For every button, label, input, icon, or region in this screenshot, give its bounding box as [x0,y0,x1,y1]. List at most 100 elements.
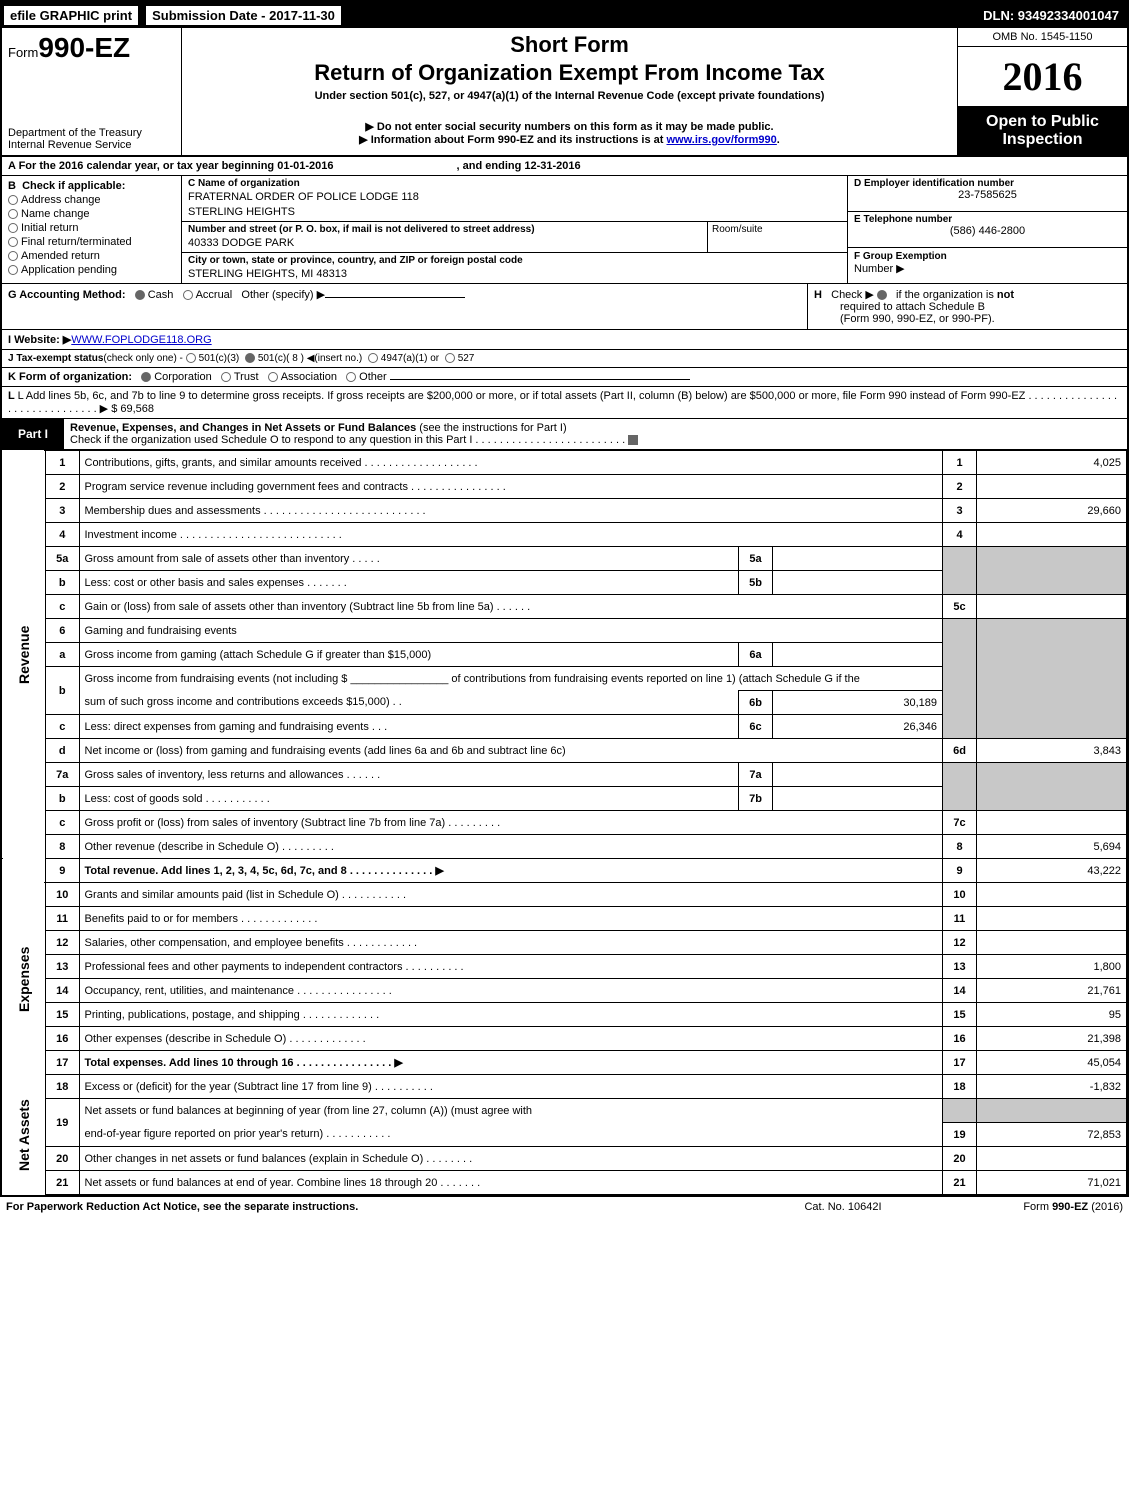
ln-15: 15 [45,1003,79,1027]
side-netassets: Net Assets [2,1075,45,1195]
sl-5b: 5b [739,571,773,595]
amt-4 [977,523,1127,547]
gray-6a [977,619,1127,739]
cb-cash[interactable] [135,290,145,300]
cb-accrual[interactable] [183,290,193,300]
form-no: 990-EZ [38,32,130,63]
ln-6d: d [45,739,79,763]
tax-year: 2016 [958,47,1127,107]
form-prefix: Form [8,45,38,60]
k-corp: Corporation [154,371,211,383]
dept-irs: Internal Revenue Service [8,139,175,151]
cb-amended-return[interactable]: Amended return [8,250,175,262]
desc-3: Membership dues and assessments . . . . … [79,499,943,523]
c-name-2: STERLING HEIGHTS [182,206,847,221]
amt-13: 1,800 [977,955,1127,979]
sl-6a: 6a [739,643,773,667]
cb-initial-return[interactable]: Initial return [8,222,175,234]
sl-5a: 5a [739,547,773,571]
desc-18: Excess or (deficit) for the year (Subtra… [79,1075,943,1099]
amt-9: 43,222 [977,859,1127,883]
cb-h[interactable] [877,290,887,300]
nl-10: 10 [943,883,977,907]
ln-14: 14 [45,979,79,1003]
cb-name-change-label: Name change [21,208,90,220]
ln-8: 8 [45,835,79,859]
desc-12: Salaries, other compensation, and employ… [79,931,943,955]
footer-r-b: 990-EZ [1052,1201,1088,1213]
desc-10: Grants and similar amounts paid (list in… [79,883,943,907]
desc-7c: Gross profit or (loss) from sales of inv… [79,811,943,835]
i-label: I Website: ▶ [8,334,71,346]
j-o2: 501(c)( 8 ) ◀(insert no.) [258,353,362,364]
cb-501c[interactable] [245,353,255,363]
desc-7a: Gross sales of inventory, less returns a… [79,763,739,787]
amt-20 [977,1147,1127,1171]
desc-5b: Less: cost or other basis and sales expe… [79,571,739,595]
ln-9: 9 [45,859,79,883]
cb-name-change[interactable]: Name change [8,208,175,220]
open-line2: Inspection [962,131,1123,149]
cb-other[interactable] [346,372,356,382]
f-group: F Group Exemption Number ▶ [848,248,1127,283]
j-o4: 527 [458,353,475,364]
website-link[interactable]: WWW.FOPLODGE118.ORG [71,334,211,346]
sl-6c: 6c [739,715,773,739]
cb-application-pending[interactable]: Application pending [8,264,175,276]
sv-6b: 30,189 [773,691,943,715]
h-check: Check ▶ [831,289,874,301]
cb-corp[interactable] [141,372,151,382]
omb-number: OMB No. 1545-1150 [958,28,1127,47]
block-b-through-f: B Check if applicable: Address change Na… [2,176,1127,284]
desc-9-b: Total revenue. Add lines 1, 2, 3, 4, 5c,… [85,865,444,877]
ln-10: 10 [45,883,79,907]
line-k: K Form of organization: Corporation Trus… [2,368,1127,387]
cb-assoc[interactable] [268,372,278,382]
cb-final-return[interactable]: Final return/terminated [8,236,175,248]
k-trust: Trust [234,371,259,383]
irs-link[interactable]: www.irs.gov/form990 [667,134,777,146]
g-other-blank[interactable] [325,297,465,298]
ln-21: 21 [45,1171,79,1195]
k-other-blank[interactable] [390,379,690,380]
h-label: H [814,289,822,301]
footer-r-post: (2016) [1088,1201,1123,1213]
ln-6a: a [45,643,79,667]
cb-address-change-label: Address change [21,194,101,206]
cb-527[interactable] [445,353,455,363]
nl-1: 1 [943,451,977,475]
footer: For Paperwork Reduction Act Notice, see … [0,1197,1129,1217]
cb-initial-return-label: Initial return [21,222,78,234]
h-t3: required to attach Schedule B [840,301,985,313]
ln-5c: c [45,595,79,619]
ln-7b: b [45,787,79,811]
open-to-public: Open to Public Inspection [958,107,1127,155]
desc-7b: Less: cost of goods sold . . . . . . . .… [79,787,739,811]
cb-trust[interactable] [221,372,231,382]
amt-16: 21,398 [977,1027,1127,1051]
desc-17-b: Total expenses. Add lines 10 through 16 … [85,1057,403,1069]
cb-final-return-label: Final return/terminated [21,236,132,248]
ln-5b: b [45,571,79,595]
section-d-e-f: D Employer identification number 23-7585… [847,176,1127,283]
desc-6: Gaming and fundraising events [79,619,943,643]
note2-pre: ▶ Information about Form 990-EZ and its … [359,134,666,146]
sv-6c: 26,346 [773,715,943,739]
section-b: B Check if applicable: Address change Na… [2,176,182,283]
gray-6 [943,619,977,739]
cb-501c3[interactable] [186,353,196,363]
efile-print-button[interactable]: efile GRAPHIC print [2,4,140,27]
header-right: OMB No. 1545-1150 2016 Open to Public In… [957,28,1127,155]
ln-12: 12 [45,931,79,955]
nl-2: 2 [943,475,977,499]
nl-12: 12 [943,931,977,955]
cb-schedule-o[interactable] [628,435,638,445]
cb-address-change[interactable]: Address change [8,194,175,206]
cb-4947[interactable] [368,353,378,363]
footer-right: Form 990-EZ (2016) [943,1201,1123,1213]
c-city-label: City or town, state or province, country… [182,253,847,268]
desc-8: Other revenue (describe in Schedule O) .… [79,835,943,859]
amt-19: 72,853 [977,1123,1127,1147]
ln-16: 16 [45,1027,79,1051]
nl-18: 18 [943,1075,977,1099]
